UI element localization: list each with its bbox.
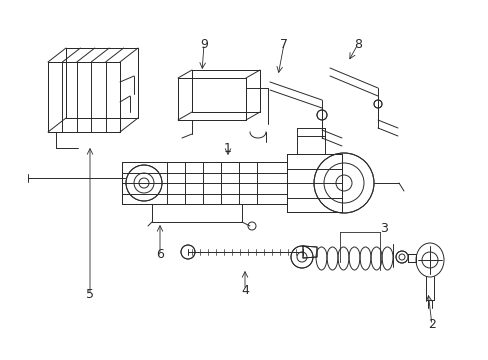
Text: 4: 4: [241, 284, 248, 297]
Text: 2: 2: [427, 319, 435, 332]
Polygon shape: [303, 246, 316, 258]
Text: 8: 8: [353, 37, 361, 50]
Polygon shape: [48, 62, 120, 132]
Ellipse shape: [415, 243, 443, 277]
Circle shape: [181, 245, 195, 259]
Text: 3: 3: [379, 221, 387, 234]
Text: 5: 5: [86, 288, 94, 302]
Circle shape: [313, 153, 373, 213]
Polygon shape: [66, 48, 138, 118]
Polygon shape: [286, 154, 341, 212]
Circle shape: [126, 165, 162, 201]
Circle shape: [395, 251, 407, 263]
Circle shape: [290, 246, 312, 268]
Polygon shape: [192, 70, 260, 112]
Circle shape: [373, 100, 381, 108]
Polygon shape: [178, 78, 245, 120]
Text: 1: 1: [224, 141, 231, 154]
Text: 9: 9: [200, 37, 207, 50]
Circle shape: [316, 110, 326, 120]
Polygon shape: [407, 254, 415, 262]
Polygon shape: [122, 162, 286, 204]
Text: 6: 6: [156, 248, 163, 261]
Text: 7: 7: [280, 37, 287, 50]
